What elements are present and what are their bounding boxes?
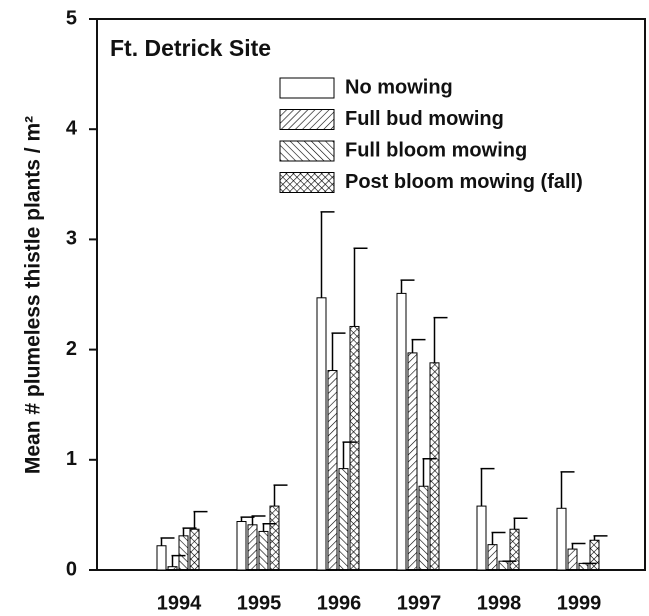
error-bar xyxy=(571,542,586,550)
bar xyxy=(316,297,327,571)
legend-swatch xyxy=(279,140,335,162)
plot-frame xyxy=(96,18,646,571)
bar xyxy=(236,521,247,571)
bar xyxy=(578,562,589,571)
error-bar xyxy=(513,517,528,530)
error-bar xyxy=(593,535,608,541)
error-bar xyxy=(331,332,346,371)
bar xyxy=(258,530,269,571)
bar xyxy=(407,352,418,571)
legend-swatch xyxy=(279,109,335,130)
x-tick-label: 1998 xyxy=(477,592,522,614)
bar xyxy=(567,548,578,571)
bar xyxy=(338,468,349,571)
y-tick-label: 1 xyxy=(66,448,77,470)
x-tick-label: 1994 xyxy=(157,592,202,614)
bar xyxy=(178,535,189,571)
annotation: Ft. Detrick Site xyxy=(110,35,271,61)
y-tick-label: 3 xyxy=(66,228,77,250)
x-tick-label: 1999 xyxy=(557,592,602,614)
error-bar xyxy=(251,515,266,525)
bar xyxy=(556,507,567,571)
legend-label: Full bud mowing xyxy=(345,108,504,130)
error-bar xyxy=(160,537,175,546)
x-tick-label: 1995 xyxy=(237,592,282,614)
bar xyxy=(349,325,360,571)
bar xyxy=(189,528,200,571)
legend-swatch xyxy=(279,172,335,193)
y-axis-label: Mean # plumeless thistle plants / m² xyxy=(22,116,45,474)
error-bar xyxy=(480,467,495,507)
x-tick-label: 1997 xyxy=(397,592,442,614)
legend-label: No mowing xyxy=(345,76,453,98)
bar xyxy=(498,560,509,571)
error-bar xyxy=(411,338,426,353)
y-tick-label: 2 xyxy=(66,338,77,360)
legend-label: Post bloom mowing (fall) xyxy=(345,171,583,193)
error-bar xyxy=(433,316,448,363)
bar xyxy=(156,545,167,571)
y-tick-label: 0 xyxy=(66,558,77,580)
error-bar xyxy=(320,211,335,298)
bar xyxy=(418,485,429,571)
error-bar xyxy=(491,531,506,545)
bar xyxy=(269,505,280,571)
error-bar xyxy=(560,471,575,509)
bar xyxy=(167,566,178,571)
error-bar xyxy=(353,247,368,327)
bar xyxy=(396,292,407,571)
error-bar xyxy=(273,484,288,507)
error-bar xyxy=(400,279,415,294)
y-tick-label: 5 xyxy=(66,7,77,29)
bar xyxy=(487,544,498,571)
bar xyxy=(509,528,520,571)
bar xyxy=(476,505,487,571)
bar xyxy=(327,370,338,571)
bar xyxy=(247,524,258,571)
error-bar xyxy=(193,510,208,530)
bar xyxy=(429,362,440,571)
x-tick-label: 1996 xyxy=(317,592,362,614)
bar xyxy=(589,539,600,571)
y-tick-label: 4 xyxy=(66,117,78,139)
legend-label: Full bloom mowing xyxy=(345,139,527,161)
legend-swatch xyxy=(279,77,335,99)
